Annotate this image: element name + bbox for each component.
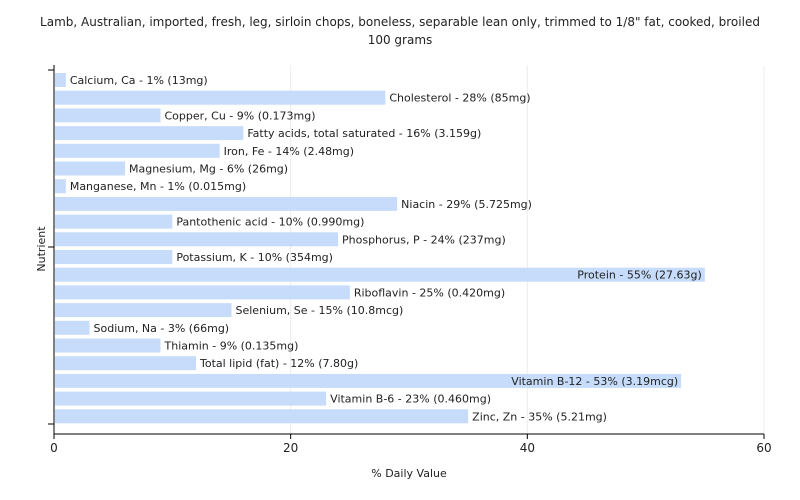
bar xyxy=(55,320,90,335)
bar-label: Fatty acids, total saturated - 16% (3.15… xyxy=(247,127,481,140)
bar xyxy=(55,338,161,353)
bars xyxy=(55,73,705,424)
bar-label: Copper, Cu - 9% (0.173mg) xyxy=(165,109,316,122)
bar xyxy=(55,409,469,424)
chart-title-line-1: Lamb, Australian, imported, fresh, leg, … xyxy=(40,15,760,29)
bar-label: Potassium, K - 10% (354mg) xyxy=(176,251,333,264)
bar-label: Selenium, Se - 15% (10.8mcg) xyxy=(236,304,404,317)
bar-label: Sodium, Na - 3% (66mg) xyxy=(94,322,230,335)
x-tick-label-60: 60 xyxy=(756,441,771,455)
bar xyxy=(55,373,682,388)
bar-label: Cholesterol - 28% (85mg) xyxy=(389,92,530,105)
bar xyxy=(55,391,327,406)
x-tick-label-0: 0 xyxy=(50,441,58,455)
bar-label: Protein - 55% (27.63g) xyxy=(577,269,702,282)
bar-labels: Calcium, Ca - 1% (13mg) Cholesterol - 28%… xyxy=(70,74,702,423)
bar xyxy=(55,214,173,229)
bar xyxy=(55,267,705,282)
x-tick-label-20: 20 xyxy=(283,441,298,455)
x-tick-label-40: 40 xyxy=(520,441,535,455)
bar xyxy=(55,303,232,318)
bar xyxy=(55,196,398,211)
bar-label: Phosphorus, P - 24% (237mg) xyxy=(342,233,506,246)
bar-label: Calcium, Ca - 1% (13mg) xyxy=(70,74,208,87)
bar-label: Riboflavin - 25% (0.420mg) xyxy=(354,286,505,299)
bar xyxy=(55,232,338,247)
bar-label: Niacin - 29% (5.725mg) xyxy=(401,198,532,211)
bar xyxy=(55,73,66,87)
bar xyxy=(55,179,66,194)
x-axis-label: % Daily Value xyxy=(371,467,447,480)
bar-label: Pantothenic acid - 10% (0.990mg) xyxy=(176,216,364,229)
bar xyxy=(55,108,161,123)
bar-label: Zinc, Zn - 35% (5.21mg) xyxy=(472,410,607,423)
grid xyxy=(290,65,765,434)
bar-label: Thiamin - 9% (0.135mg) xyxy=(164,340,299,353)
bar-label: Vitamin B-6 - 23% (0.460mg) xyxy=(330,393,491,406)
bar xyxy=(55,126,244,141)
bar xyxy=(55,250,173,264)
bar-label: Vitamin B-12 - 53% (3.19mcg) xyxy=(511,375,678,388)
bar-label: Manganese, Mn - 1% (0.015mg) xyxy=(70,180,246,193)
bar xyxy=(55,161,125,176)
bar-label: Magnesium, Mg - 6% (26mg) xyxy=(129,163,288,176)
bar-label: Iron, Fe - 14% (2.48mg) xyxy=(224,145,354,158)
axes: 0 20 40 60 xyxy=(48,65,772,455)
bar-label: Total lipid (fat) - 12% (7.80g) xyxy=(199,357,358,370)
chart-title-line-2: 100 grams xyxy=(367,33,433,47)
bar xyxy=(55,285,350,300)
y-axis-label: Nutrient xyxy=(35,226,48,272)
bar xyxy=(55,356,196,371)
bar xyxy=(55,90,386,105)
bar xyxy=(55,143,220,158)
